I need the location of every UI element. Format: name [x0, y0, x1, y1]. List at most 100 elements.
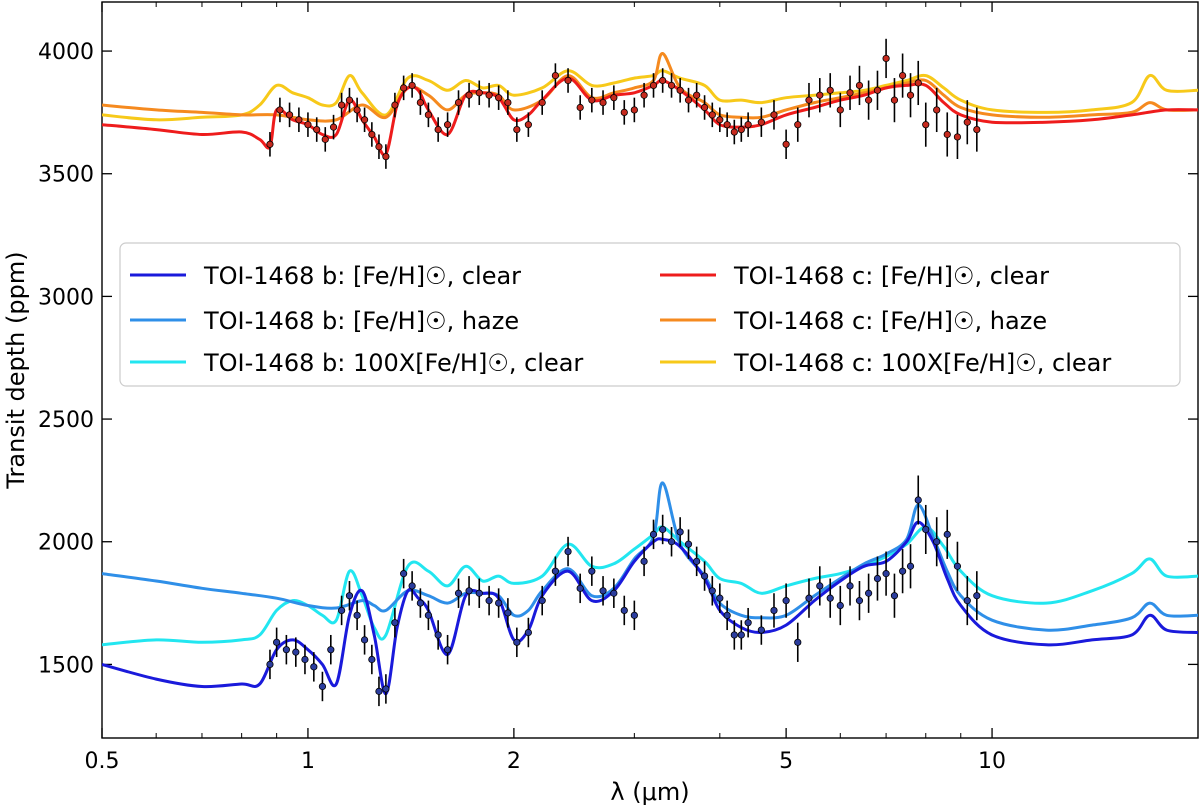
- data-point-c: [922, 121, 930, 129]
- data-point-b: [805, 594, 813, 602]
- data-point-c: [873, 86, 882, 94]
- data-point-c: [465, 91, 473, 99]
- data-point-c: [375, 143, 383, 151]
- data-point-b: [865, 589, 873, 597]
- data-point-b: [846, 582, 854, 590]
- data-point-b: [576, 584, 584, 592]
- data-point-c: [943, 130, 951, 139]
- x-axis-label: λ (μm): [610, 778, 689, 806]
- data-point-b: [524, 628, 532, 637]
- data-point-b: [700, 572, 709, 580]
- data-point-c: [723, 121, 731, 129]
- data-point-b: [816, 582, 824, 590]
- data-point-c: [973, 125, 981, 134]
- data-point-b: [454, 589, 463, 597]
- data-point-b: [953, 562, 962, 570]
- data-point-c: [882, 54, 890, 63]
- data-point-b: [310, 663, 318, 671]
- data-point-b: [906, 562, 915, 570]
- data-point-c: [693, 91, 701, 99]
- data-point-c: [700, 103, 709, 112]
- data-point-c: [805, 96, 813, 104]
- data-point-c: [360, 116, 369, 124]
- data-point-c: [610, 94, 618, 102]
- data-point-b: [684, 540, 693, 548]
- data-point-b: [282, 646, 290, 654]
- data-point-c: [504, 98, 512, 107]
- data-point-b: [630, 611, 638, 619]
- series-line-b-1: [102, 481, 1198, 632]
- data-point-b: [855, 597, 864, 605]
- data-point-b: [649, 530, 658, 538]
- data-point-b: [943, 530, 951, 538]
- data-point-c: [416, 98, 424, 107]
- data-point-c: [391, 101, 399, 109]
- data-point-b: [318, 682, 327, 691]
- legend-label-5: TOI-1468 c: 100X[Fe/H]☉, clear: [733, 349, 1111, 377]
- data-point-b: [873, 574, 882, 583]
- data-point-b: [301, 655, 309, 664]
- data-point-b: [504, 609, 512, 617]
- data-point-b: [513, 638, 521, 646]
- data-point-c: [716, 116, 724, 124]
- data-point-c: [353, 106, 361, 114]
- data-point-b: [400, 570, 408, 578]
- data-point-c: [865, 96, 873, 104]
- data-point-c: [368, 130, 376, 139]
- data-point-c: [276, 106, 284, 114]
- data-point-b: [368, 655, 376, 664]
- data-point-b: [475, 589, 483, 597]
- data-point-b: [826, 594, 834, 602]
- data-point-c: [599, 98, 607, 107]
- data-point-c: [313, 125, 321, 134]
- data-point-b: [588, 567, 596, 575]
- data-point-b: [782, 597, 790, 605]
- data-point-c: [424, 111, 433, 119]
- data-point-c: [640, 91, 648, 99]
- data-point-b: [744, 619, 752, 627]
- data-point-b: [434, 631, 442, 639]
- data-point-c: [846, 89, 854, 97]
- data-point-b: [708, 587, 716, 595]
- data-point-b: [620, 606, 628, 615]
- data-point-b: [327, 646, 335, 654]
- data-point-b: [890, 592, 899, 600]
- data-point-b: [757, 626, 765, 634]
- data-point-c: [744, 121, 752, 129]
- data-point-c: [475, 89, 483, 97]
- series-line-c-4: [102, 52, 1198, 123]
- data-point-b: [538, 597, 546, 605]
- data-point-c: [953, 133, 962, 141]
- data-point-c: [684, 96, 693, 104]
- data-point-c: [295, 116, 303, 124]
- legend-label-0: TOI-1468 b: [Fe/H]☉, clear: [203, 262, 521, 290]
- legend-label-2: TOI-1468 b: 100X[Fe/H]☉, clear: [203, 349, 583, 377]
- data-point-b: [292, 648, 300, 656]
- data-point-c: [676, 86, 684, 94]
- data-point-b: [730, 631, 738, 639]
- series-line-b-0: [102, 520, 1198, 696]
- axis-ticks: 0.5 1 2 5 10 1500 2000 2500 3000 3500 4000: [38, 2, 1199, 774]
- data-point-c: [266, 140, 274, 148]
- data-point-b: [922, 525, 930, 534]
- data-point-c: [434, 125, 442, 134]
- plot-frame: [101, 1, 1199, 739]
- data-point-b: [610, 589, 618, 597]
- data-point-b: [465, 587, 473, 595]
- x-tick-label: 2: [507, 749, 521, 774]
- y-tick-label: 3000: [38, 285, 94, 310]
- data-point-c: [890, 96, 899, 104]
- data-point-b: [737, 631, 745, 639]
- data-point-c: [495, 94, 503, 102]
- data-point-c: [304, 121, 312, 129]
- data-point-c: [400, 84, 408, 92]
- data-point-b: [723, 611, 731, 619]
- data-point-c: [454, 98, 463, 107]
- data-point-b: [273, 638, 281, 646]
- data-point-c: [836, 106, 844, 114]
- data-point-c: [649, 81, 658, 90]
- data-point-b: [382, 685, 390, 693]
- data-point-b: [914, 496, 922, 504]
- x-tick-label: 1: [301, 749, 315, 774]
- y-tick-label: 2500: [38, 408, 94, 433]
